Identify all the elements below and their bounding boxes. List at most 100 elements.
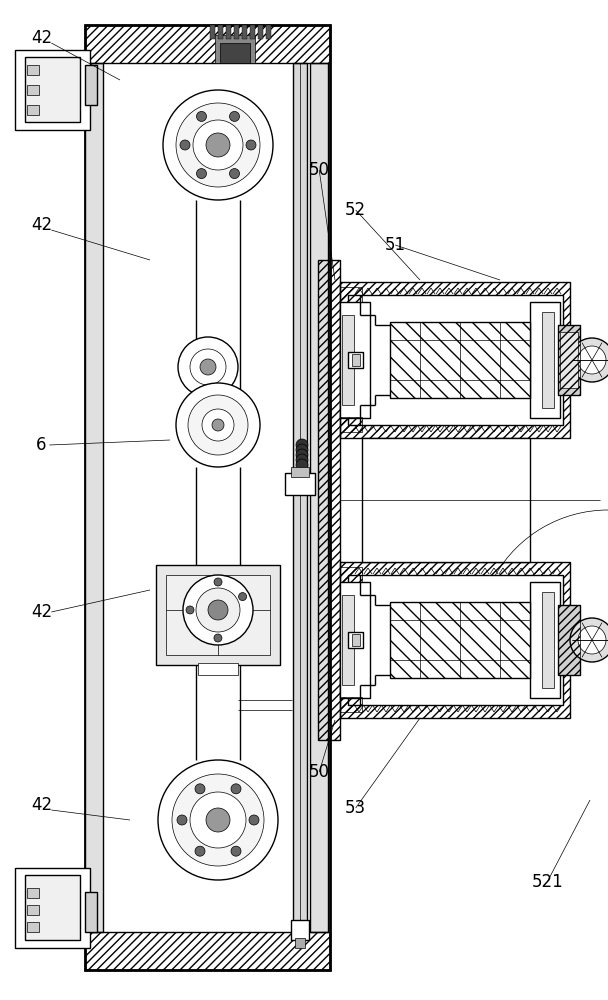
Bar (352, 634, 360, 646)
Text: 42: 42 (31, 29, 52, 47)
Bar (242, 25, 247, 39)
Bar (340, 562, 570, 718)
Bar (210, 25, 215, 39)
Bar (340, 282, 570, 438)
Text: 51: 51 (385, 236, 406, 254)
Bar (215, 35, 255, 63)
Circle shape (178, 337, 238, 397)
Bar (340, 302, 370, 418)
Circle shape (190, 349, 226, 385)
Circle shape (214, 634, 222, 642)
Bar (318, 260, 340, 740)
Circle shape (195, 846, 205, 856)
Circle shape (176, 383, 260, 467)
Circle shape (296, 444, 308, 456)
Circle shape (188, 395, 248, 455)
Bar (291, 467, 309, 477)
Circle shape (212, 419, 224, 431)
Bar (530, 582, 560, 698)
Bar (15, 50, 90, 130)
Circle shape (231, 784, 241, 794)
Bar (85, 25, 330, 63)
Bar (348, 632, 363, 648)
Bar (310, 63, 328, 932)
Text: 42: 42 (31, 603, 52, 621)
Circle shape (172, 774, 264, 866)
Bar (85, 932, 330, 970)
Bar (340, 582, 370, 698)
Bar (362, 438, 530, 562)
Circle shape (190, 792, 246, 848)
Bar (85, 65, 97, 105)
Circle shape (229, 169, 240, 179)
Circle shape (249, 815, 259, 825)
Text: 42: 42 (31, 216, 52, 234)
Bar (226, 25, 231, 39)
Circle shape (570, 338, 608, 382)
Bar (340, 417, 362, 432)
Circle shape (296, 439, 308, 451)
Bar (542, 592, 554, 688)
Bar (250, 25, 255, 39)
Circle shape (238, 593, 247, 601)
Circle shape (229, 111, 240, 121)
Circle shape (570, 618, 608, 662)
Text: 50: 50 (309, 161, 330, 179)
Bar (15, 868, 90, 948)
Bar (340, 697, 362, 712)
Bar (166, 575, 270, 655)
Circle shape (177, 815, 187, 825)
Bar (85, 63, 103, 932)
Bar (558, 325, 580, 395)
Bar (85, 25, 330, 970)
Bar (27, 888, 39, 898)
Circle shape (195, 784, 205, 794)
Bar (258, 25, 263, 39)
Bar (390, 602, 530, 678)
Circle shape (163, 90, 273, 200)
Bar (25, 875, 80, 940)
Text: 42: 42 (31, 796, 52, 814)
Bar (291, 920, 309, 940)
Text: 50: 50 (309, 763, 330, 781)
Circle shape (196, 111, 207, 121)
Circle shape (180, 140, 190, 150)
Bar (220, 43, 250, 63)
Circle shape (176, 103, 260, 187)
Circle shape (196, 588, 240, 632)
Bar (27, 85, 39, 95)
Bar (25, 57, 80, 122)
Bar (340, 287, 362, 302)
Bar (348, 352, 363, 368)
Bar (293, 63, 307, 932)
Circle shape (214, 578, 222, 586)
Circle shape (196, 169, 207, 179)
Bar (266, 25, 271, 39)
Bar (27, 905, 39, 915)
Circle shape (206, 808, 230, 832)
Circle shape (231, 846, 241, 856)
Circle shape (206, 133, 230, 157)
Circle shape (186, 606, 194, 614)
Circle shape (208, 600, 228, 620)
Circle shape (193, 120, 243, 170)
Text: 6: 6 (36, 436, 47, 454)
Circle shape (202, 409, 234, 441)
Bar (27, 922, 39, 932)
Text: 53: 53 (345, 799, 366, 817)
Circle shape (296, 459, 308, 471)
Circle shape (246, 140, 256, 150)
Bar (218, 25, 223, 39)
Bar (558, 605, 580, 675)
Bar (542, 312, 554, 408)
Circle shape (158, 760, 278, 880)
Bar (342, 315, 354, 405)
Bar (198, 663, 238, 675)
Bar (352, 354, 360, 366)
Circle shape (183, 575, 253, 645)
Circle shape (578, 626, 606, 654)
Circle shape (296, 454, 308, 466)
Circle shape (200, 359, 216, 375)
Bar (285, 473, 315, 495)
Text: 52: 52 (345, 201, 366, 219)
